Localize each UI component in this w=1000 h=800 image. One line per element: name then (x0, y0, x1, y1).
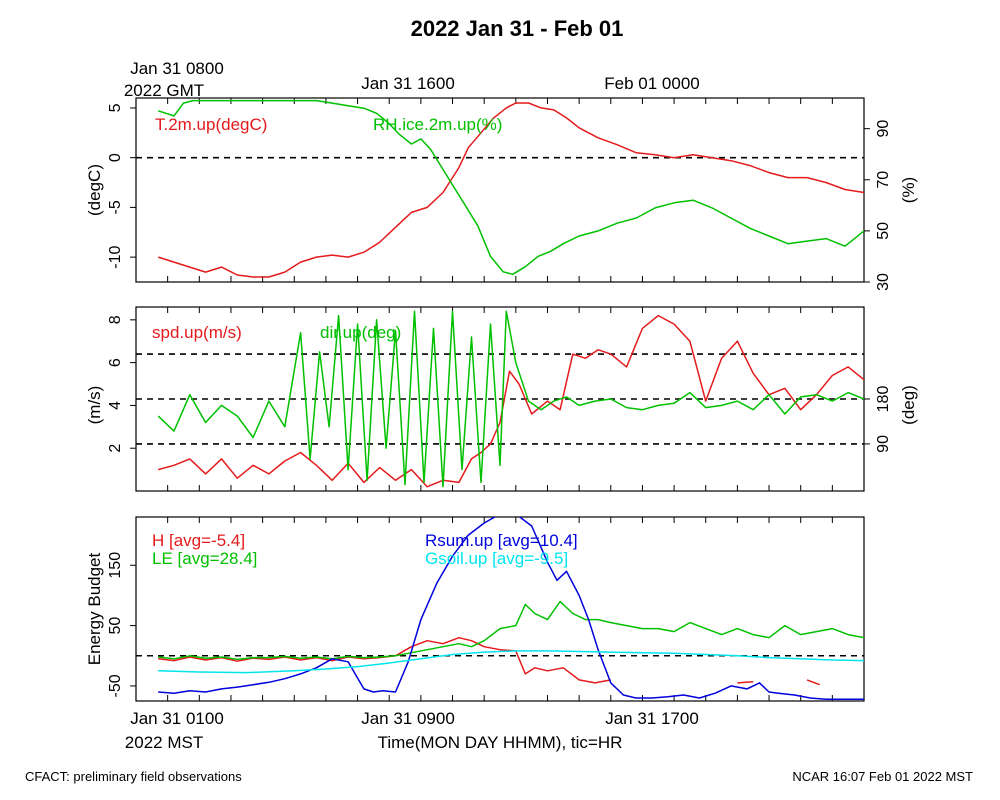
legend-label-le: LE [avg=28.4] (152, 549, 257, 568)
mst-tick-label-0: Jan 31 0100 (130, 709, 224, 728)
y-tick-label-left-1: 0 (107, 153, 124, 162)
series-line-h-avg-5-4 (158, 636, 611, 684)
y-tick-label-right-0: 90 (875, 120, 892, 138)
y-axis-label-right: (deg) (899, 385, 918, 425)
footer-left: CFACT: preliminary field observations (25, 769, 242, 784)
panel-frame (135, 516, 865, 702)
legend-label-temperature: T.2m.up(degC) (155, 115, 267, 134)
gmt-year-label: 2022 GMT (124, 81, 204, 100)
mst-tick-label-1: Jan 31 0900 (361, 709, 455, 728)
legend-label-gsoil: Gsoil.up [avg=-9.5] (425, 549, 568, 568)
legend-label-direction: dir.up(deg) (320, 323, 401, 342)
gmt-tick-label-2: Feb 01 0000 (604, 74, 699, 93)
series-line-gsoil-up-avg-9-5 (158, 650, 864, 674)
y-tick-label-left-3: 2 (107, 444, 124, 453)
y-tick-label-left-0: 8 (107, 315, 124, 324)
legend-label-speed: spd.up(m/s) (152, 323, 242, 342)
legend-label-humidity: RH.ice.2m.up(%) (373, 115, 502, 134)
panel-energy-budget: 150 50 -50 H [avg=-5.4] LE [avg=28.4] Rsum… (85, 516, 865, 702)
series-line-spd-up-m-s (158, 314, 864, 488)
mst-year-label: 2022 MST (125, 733, 203, 752)
series-line-rsum-up-avg-10-4 (158, 517, 864, 700)
y-tick-label-right-1: 70 (875, 171, 892, 189)
series-line-rh-ice-2m-up (157, 99, 864, 276)
footer-right: NCAR 16:07 Feb 01 2022 MST (792, 769, 973, 784)
y-tick-label-left-2: -5 (107, 200, 124, 214)
y-tick-label-left-2: -50 (107, 674, 124, 697)
y-axis-label-left: (m/s) (85, 386, 104, 425)
series-line-dir-up-deg (157, 310, 864, 488)
y-tick-label-right-2: 50 (875, 222, 892, 240)
series-segment-h-avg-5-4-0 (737, 680, 754, 684)
y-axis-label-right: (%) (899, 177, 918, 203)
figure-title: 2022 Jan 31 - Feb 01 (411, 16, 624, 41)
legend-label-rsum: Rsum.up [avg=10.4] (425, 531, 578, 550)
series-segment-h-avg-5-4-1 (806, 679, 820, 686)
y-tick-label-right-0: 180 (875, 386, 892, 413)
y-tick-label-left-0: 150 (107, 552, 124, 579)
y-tick-label-left-2: 4 (107, 401, 124, 410)
y-tick-label-left-1: 6 (107, 358, 124, 367)
y-tick-label-right-3: 30 (875, 273, 892, 291)
y-axis-label-left: (degC) (85, 164, 104, 216)
panel-frame (135, 97, 865, 283)
y-tick-label-left-3: -10 (107, 245, 124, 268)
series-line-le-avg-28-4 (158, 600, 864, 661)
x-axis-label: Time(MON DAY HHMM), tic=HR (378, 733, 623, 752)
y-tick-label-right-1: 90 (875, 435, 892, 453)
gmt-tick-label-0: Jan 31 0800 (130, 59, 224, 78)
legend-label-h: H [avg=-5.4] (152, 531, 245, 550)
y-axis-label-left: Energy Budget (85, 552, 104, 665)
gmt-tick-label-1: Jan 31 1600 (361, 74, 455, 93)
mst-tick-label-2: Jan 31 1700 (605, 709, 699, 728)
y-tick-label-left-0: 5 (107, 103, 124, 112)
series-line-t-2m-up-degc (157, 102, 864, 278)
y-tick-label-left-1: 50 (107, 617, 124, 635)
